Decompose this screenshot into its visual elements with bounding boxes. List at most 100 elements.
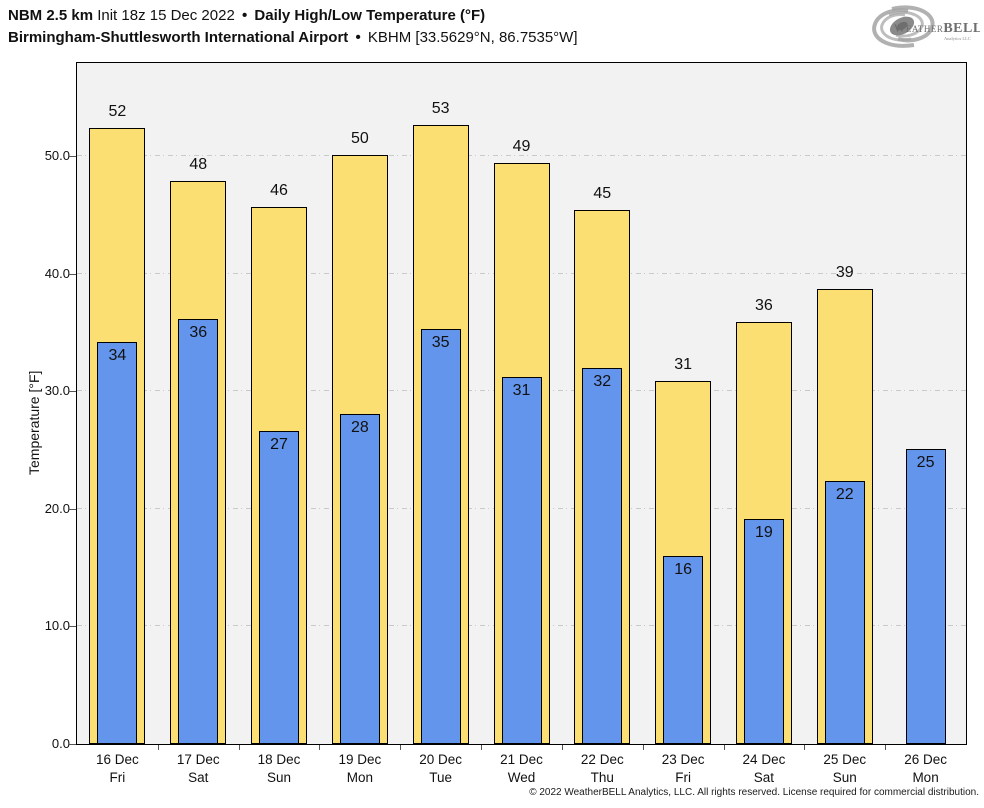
low-value-label: 16 xyxy=(674,560,693,578)
x-tick-mark xyxy=(157,745,159,750)
y-tick-mark xyxy=(68,155,76,157)
x-tick-label-day: Sun xyxy=(832,770,857,785)
high-value-label: 48 xyxy=(189,155,208,173)
high-value-label: 50 xyxy=(350,129,369,147)
x-tick-label-day: Sun xyxy=(267,770,292,785)
plot-area: 52 34 48 36 46 27 50 28 53 35 49 31 45 32 31 16 36 19 39 22… xyxy=(76,62,967,745)
x-tick-label: 26 Dec Mon xyxy=(885,751,966,787)
logo-subtext: Analytics LLC xyxy=(944,36,971,41)
low-temp-bar xyxy=(97,341,138,744)
low-value-label: 19 xyxy=(755,524,773,542)
high-value-label: 49 xyxy=(512,137,531,155)
x-tick-mark xyxy=(319,745,321,750)
low-temp-bar xyxy=(905,448,946,744)
x-tick-label-date: 25 Dec xyxy=(823,752,867,767)
x-tick-mark xyxy=(400,745,402,750)
y-tick-mark xyxy=(68,508,76,510)
x-tick-label-date: 22 Dec xyxy=(580,752,624,767)
x-tick-label-day: Tue xyxy=(429,770,453,785)
x-tick-label-date: 21 Dec xyxy=(500,752,543,767)
high-value-label: 31 xyxy=(674,355,693,373)
x-tick-label-day: Fri xyxy=(109,770,126,785)
low-value-label: 34 xyxy=(108,346,127,364)
y-tick-mark xyxy=(68,273,76,275)
x-tick-mark xyxy=(561,745,563,750)
x-tick-mark xyxy=(481,745,483,750)
low-temp-bar xyxy=(743,519,784,744)
subtitle-station: Birmingham-Shuttlesworth International A… xyxy=(8,29,349,46)
title-metric: Daily High/Low Temperature (°F) xyxy=(254,7,486,24)
x-tick-label: 18 Dec Sun xyxy=(239,751,320,787)
y-tick-mark xyxy=(68,626,76,628)
x-tick-label: 25 Dec Sun xyxy=(804,751,885,787)
x-tick-label-day: Mon xyxy=(912,770,939,785)
x-tick-label: 23 Dec Fri xyxy=(643,751,724,787)
y-tick-label: 0.0 xyxy=(51,736,70,751)
x-tick-label: 16 Dec Fri xyxy=(77,751,158,787)
x-tick-label-date: 26 Dec xyxy=(904,752,947,767)
x-tick-label-day: Thu xyxy=(590,770,614,785)
logo-swirl-icon: WEATHERBELL Analytics LLC xyxy=(872,5,982,48)
low-temp-bar xyxy=(339,413,380,744)
weatherbell-logo: WEATHERBELL Analytics LLC xyxy=(862,1,982,51)
subtitle-separator: • xyxy=(355,29,361,46)
low-value-label: 22 xyxy=(835,485,854,503)
x-tick-label-day: Mon xyxy=(346,770,373,785)
high-value-label: 39 xyxy=(835,263,854,281)
low-value-label: 27 xyxy=(270,436,288,454)
x-tick-label-date: 20 Dec xyxy=(419,752,463,767)
x-tick-label-date: 23 Dec xyxy=(661,752,705,767)
x-tick-label-day: Wed xyxy=(507,770,536,785)
x-tick-label-day: Sat xyxy=(753,770,775,785)
x-tick-label: 17 Dec Sat xyxy=(158,751,239,787)
low-value-label: 31 xyxy=(512,382,531,400)
x-tick-label: 21 Dec Wed xyxy=(481,751,562,787)
y-tick-label: 20.0 xyxy=(44,500,70,516)
x-tick-label-date: 18 Dec xyxy=(257,752,301,767)
low-value-label: 28 xyxy=(350,418,369,436)
y-tick-label: 10.0 xyxy=(44,618,70,634)
copyright-text: © 2022 WeatherBELL Analytics, LLC. All r… xyxy=(529,787,979,798)
low-temp-bar xyxy=(582,367,623,744)
y-tick-label: 50.0 xyxy=(44,147,70,163)
high-value-label: 52 xyxy=(108,102,127,120)
low-value-label: 36 xyxy=(189,324,208,342)
svg-text:WEATHERBELL: WEATHERBELL xyxy=(894,21,980,36)
title-line-1: NBM 2.5 km Init 18z 15 Dec 2022 • Daily … xyxy=(8,5,578,27)
high-value-label: 45 xyxy=(593,185,612,203)
x-tick-label-date: 19 Dec xyxy=(338,752,382,767)
title-separator: • xyxy=(241,7,248,24)
low-temp-bar xyxy=(663,555,704,744)
title-line-2: Birmingham-Shuttlesworth International A… xyxy=(8,27,578,49)
low-temp-bar xyxy=(501,377,542,744)
low-value-label: 35 xyxy=(431,333,450,351)
x-tick-label-date: 16 Dec xyxy=(96,752,139,767)
high-value-label: 53 xyxy=(431,100,450,118)
x-tick-mark xyxy=(885,745,887,750)
x-tick-mark xyxy=(804,745,806,750)
low-value-label: 32 xyxy=(593,372,612,390)
grid-line xyxy=(77,154,966,156)
x-tick-mark xyxy=(642,745,644,750)
low-temp-bar xyxy=(824,480,865,744)
x-tick-mark xyxy=(723,745,725,750)
subtitle-station-id: KBHM [33.5629°N, 86.7535°W] xyxy=(367,29,578,46)
x-tick-label-date: 24 Dec xyxy=(742,752,786,767)
chart-header: NBM 2.5 km Init 18z 15 Dec 2022 • Daily … xyxy=(8,5,578,49)
low-temp-bar xyxy=(420,328,461,744)
y-tick-mark xyxy=(68,391,76,393)
low-temp-bar xyxy=(178,319,219,744)
title-product: NBM 2.5 km xyxy=(8,7,94,24)
x-tick-mark xyxy=(238,745,240,750)
x-tick-label-date: 17 Dec xyxy=(176,752,220,767)
x-tick-label: 19 Dec Mon xyxy=(319,751,400,787)
low-value-label: 25 xyxy=(916,453,935,471)
x-tick-label-day: Fri xyxy=(675,770,691,785)
y-tick-mark xyxy=(68,744,76,745)
high-value-label: 36 xyxy=(755,296,773,314)
title-init: Init 18z 15 Dec 2022 xyxy=(97,7,235,24)
x-tick-label: 22 Dec Thu xyxy=(562,751,643,787)
x-tick-label: 20 Dec Tue xyxy=(400,751,481,787)
y-tick-label: 30.0 xyxy=(44,383,70,399)
